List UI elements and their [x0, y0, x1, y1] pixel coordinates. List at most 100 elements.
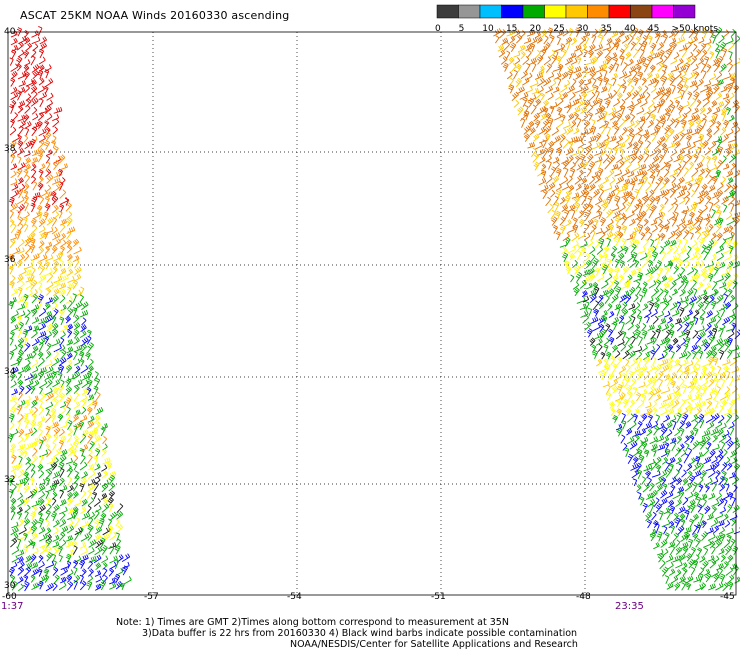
- wind-barb: [570, 274, 575, 283]
- wind-barb: [554, 201, 560, 212]
- wind-barb: [667, 344, 674, 352]
- wind-barb: [45, 379, 53, 389]
- wind-barb: [698, 237, 705, 247]
- wind-barb: [16, 27, 22, 37]
- wind-barb: [596, 49, 603, 59]
- wind-barb: [693, 28, 700, 38]
- wind-barb: [31, 36, 41, 45]
- wind-barb: [30, 85, 38, 94]
- wind-barb: [697, 215, 704, 226]
- wind-barb: [683, 453, 689, 464]
- wind-barb: [664, 197, 669, 205]
- wind-barb: [17, 134, 22, 143]
- wind-barb: [59, 512, 66, 521]
- wind-barb: [561, 71, 569, 80]
- wind-barb: [733, 217, 740, 227]
- lat-label-40: 40: [4, 27, 16, 37]
- wind-barb: [637, 178, 645, 185]
- wind-barb: [672, 555, 681, 563]
- wind-barb: [707, 356, 714, 366]
- wind-barb: [645, 92, 651, 101]
- wind-barb: [632, 407, 640, 416]
- wind-barb: [629, 331, 636, 339]
- wind-barb: [673, 224, 680, 234]
- wind-barb: [562, 138, 570, 149]
- wind-barb: [654, 30, 661, 38]
- wind-barb: [681, 28, 686, 37]
- wind-barb: [680, 518, 686, 527]
- wind-barb: [16, 196, 25, 205]
- wind-barb: [591, 125, 597, 135]
- wind-barb: [51, 370, 57, 380]
- wind-barb: [597, 98, 603, 108]
- wind-barb: [693, 470, 702, 478]
- wind-barb: [8, 413, 15, 423]
- wind-barb: [688, 559, 695, 569]
- wind-barb: [631, 315, 636, 324]
- wind-barb: [677, 280, 685, 291]
- wind-barb: [37, 370, 45, 381]
- wind-barb: [598, 231, 606, 241]
- wind-barb: [700, 469, 707, 479]
- wind-barb: [588, 49, 594, 59]
- wind-barb: [38, 77, 45, 86]
- wind-barb: [653, 296, 660, 305]
- wind-barb: [45, 490, 50, 499]
- wind-barb: [625, 336, 630, 346]
- wind-barb: [726, 57, 733, 66]
- wind-barb: [719, 238, 727, 248]
- wind-barb: [691, 107, 699, 115]
- wind-barb: [704, 80, 712, 87]
- wind-barb: [616, 399, 622, 408]
- wind-barb: [578, 146, 585, 157]
- wind-barb: [675, 253, 681, 262]
- wind-barb: [581, 112, 589, 122]
- wind-barb: [10, 92, 19, 101]
- wind-barb: [632, 27, 639, 37]
- wind-barb: [574, 136, 583, 143]
- wind-barb: [594, 175, 601, 184]
- wind-barb: [696, 78, 704, 87]
- wind-barb: [72, 255, 80, 263]
- wind-barb: [671, 197, 678, 206]
- wind-barb: [631, 90, 639, 100]
- wind-barb: [708, 492, 716, 500]
- wind-barb: [551, 216, 558, 226]
- wind-barb: [23, 114, 30, 123]
- wind-barb: [595, 358, 603, 367]
- wind-barb: [73, 329, 80, 339]
- wind-barb: [704, 322, 712, 332]
- wind-barb: [115, 518, 120, 527]
- wind-barb: [676, 258, 684, 269]
- wind-barb: [712, 525, 720, 534]
- wind-barb: [66, 352, 73, 360]
- wind-barb: [644, 309, 652, 319]
- wind-barb: [642, 303, 649, 311]
- wind-barb: [18, 385, 25, 396]
- wind-barb: [79, 286, 85, 297]
- wind-barb: [553, 195, 559, 206]
- wind-barb: [561, 48, 567, 59]
- wind-barb: [678, 218, 686, 227]
- wind-barb: [658, 510, 664, 521]
- wind-barb: [611, 163, 619, 171]
- wind-barb: [594, 332, 604, 340]
- wind-barb: [685, 401, 691, 410]
- wind-barb: [24, 201, 29, 212]
- wind-barb: [731, 272, 739, 283]
- wind-barb: [50, 413, 57, 422]
- wind-barb: [612, 98, 621, 107]
- wind-barb: [687, 203, 696, 213]
- wind-barb: [671, 148, 678, 156]
- wind-barb: [694, 455, 701, 465]
- wind-barb: [667, 561, 674, 570]
- wind-barb: [23, 195, 29, 205]
- lon-label-57: -57: [144, 592, 159, 602]
- wind-barb: [536, 36, 543, 44]
- wind-barb: [555, 231, 561, 241]
- wind-barb: [702, 140, 709, 149]
- wind-barb: [587, 153, 594, 164]
- wind-barb: [555, 92, 562, 101]
- wind-barb: [599, 148, 607, 157]
- wind-barb: [730, 28, 736, 38]
